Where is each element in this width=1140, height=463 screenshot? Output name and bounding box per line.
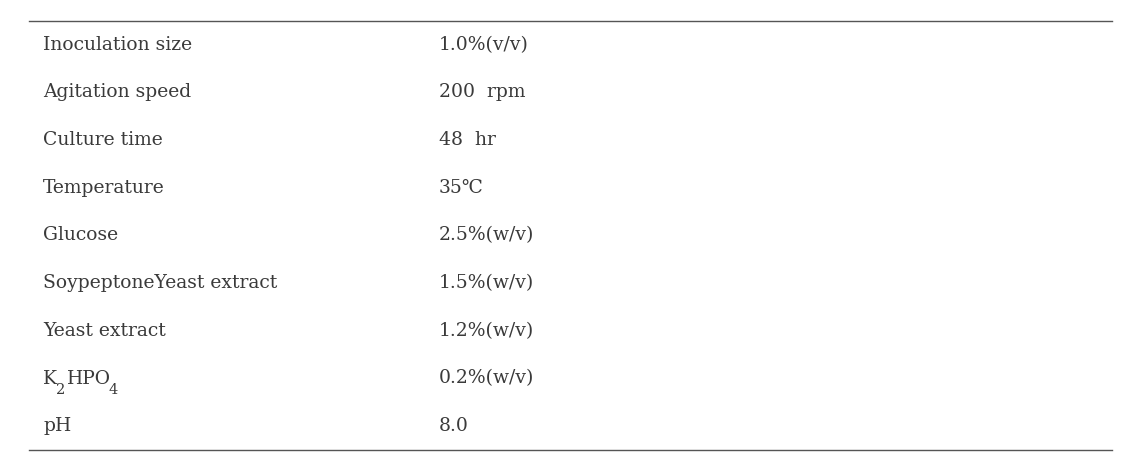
Text: 200  rpm: 200 rpm	[439, 83, 526, 101]
Text: Agitation speed: Agitation speed	[43, 83, 192, 101]
Text: pH: pH	[43, 417, 72, 435]
Text: 35℃: 35℃	[439, 179, 483, 197]
Text: K: K	[43, 369, 57, 388]
Text: 4: 4	[108, 383, 117, 397]
Text: 2.5%(w/v): 2.5%(w/v)	[439, 226, 535, 244]
Text: Yeast extract: Yeast extract	[43, 322, 166, 340]
Text: 0.2%(w/v): 0.2%(w/v)	[439, 369, 535, 388]
Text: Culture time: Culture time	[43, 131, 163, 149]
Text: Inoculation size: Inoculation size	[43, 36, 193, 54]
Text: 48  hr: 48 hr	[439, 131, 496, 149]
Text: 8.0: 8.0	[439, 417, 469, 435]
Text: Temperature: Temperature	[43, 179, 165, 197]
Text: HPO: HPO	[67, 369, 112, 388]
Text: 1.0%(v/v): 1.0%(v/v)	[439, 36, 529, 54]
Text: Glucose: Glucose	[43, 226, 119, 244]
Text: SoypeptoneYeast extract: SoypeptoneYeast extract	[43, 274, 277, 292]
Text: 2: 2	[57, 383, 66, 397]
Text: 1.2%(w/v): 1.2%(w/v)	[439, 322, 535, 340]
Text: 1.5%(w/v): 1.5%(w/v)	[439, 274, 535, 292]
